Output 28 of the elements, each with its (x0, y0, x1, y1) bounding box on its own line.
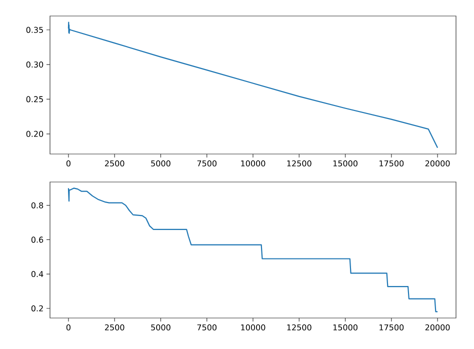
x-tick-label: 7500 (197, 324, 217, 330)
x-tick-label: 20000 (425, 160, 450, 166)
y-tick-label: 0.20 (26, 130, 44, 137)
x-tick-label: 0 (66, 324, 70, 330)
x-tick-label: 7500 (197, 160, 217, 166)
x-tick-label: 0 (66, 160, 70, 166)
x-tick-label: 20000 (425, 324, 450, 330)
y-tick-label: 0.8 (31, 202, 44, 208)
x-tick-label: 2500 (104, 324, 124, 330)
x-tick-label: 5000 (151, 324, 170, 330)
x-tick-label: 12500 (287, 324, 312, 330)
x-tick-label: 17500 (380, 324, 404, 330)
y-tick-label: 0.35 (26, 26, 43, 33)
x-tick-label: 10000 (241, 324, 266, 330)
y-tick-label: 0.6 (31, 236, 44, 243)
x-tick-label: 15000 (333, 324, 358, 330)
x-tick-label: 15000 (333, 160, 358, 166)
y-tick-label: 0.30 (26, 62, 44, 68)
y-tick-label: 0.2 (31, 305, 43, 312)
line-series (68, 188, 438, 312)
y-tick-label: 0.4 (31, 271, 44, 278)
line-series (68, 22, 438, 148)
x-tick-label: 2500 (104, 160, 124, 166)
x-tick-label: 17500 (380, 160, 404, 166)
x-tick-label: 12500 (287, 160, 312, 166)
y-tick-label: 0.25 (26, 96, 43, 102)
x-tick-label: 10000 (241, 160, 266, 166)
x-tick-label: 5000 (151, 160, 170, 166)
